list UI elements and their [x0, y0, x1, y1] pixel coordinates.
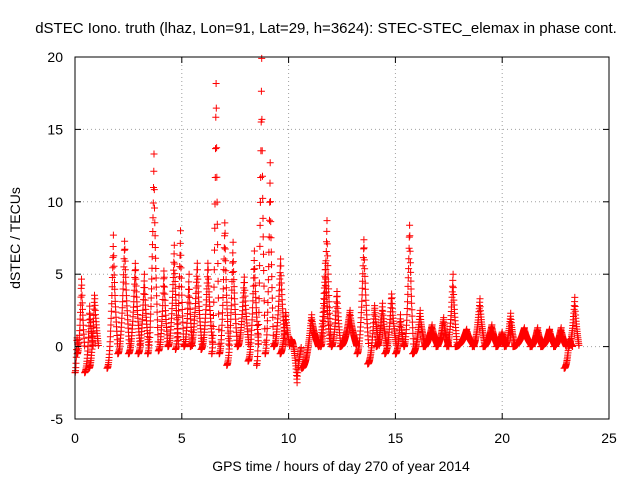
data-point-markers: [327, 288, 345, 351]
arc-11: [171, 227, 188, 353]
y-tick-label: 5: [55, 266, 63, 282]
y-tick-label: 0: [55, 339, 63, 355]
data-point-markers: [71, 334, 82, 377]
data-point-markers: [500, 309, 519, 351]
data-point-markers: [317, 217, 335, 351]
data-point-markers: [564, 293, 583, 351]
x-tick-label: 0: [71, 430, 79, 446]
x-axis-label: GPS time / hours of day 270 of year 2014: [212, 458, 470, 474]
arc-3: [85, 291, 102, 372]
arc-18: [233, 273, 253, 351]
data-point-markers: [208, 80, 223, 358]
arc-27: [317, 217, 335, 351]
data-points: [71, 54, 583, 387]
data-point-markers: [261, 159, 278, 358]
arc-33: [381, 290, 400, 358]
axis-ticks: 0 5 10 15 20 25 -5 0 5 10 15 20: [47, 49, 617, 446]
data-point-markers: [85, 291, 102, 372]
data-point-markers: [103, 231, 121, 372]
arc-48: [550, 324, 570, 351]
data-point-markers: [233, 273, 253, 351]
data-point-markers: [550, 324, 570, 351]
arc-36: [409, 306, 429, 358]
x-tick-label: 5: [178, 430, 186, 446]
arc-23: [276, 309, 293, 358]
arc-25: [297, 311, 322, 372]
arc-44: [500, 309, 519, 351]
data-point-markers: [336, 306, 361, 351]
x-tick-label: 20: [494, 430, 510, 446]
arc-1: [73, 275, 89, 358]
arc-4: [103, 231, 121, 372]
data-point-markers: [297, 311, 322, 372]
data-point-markers: [124, 259, 144, 358]
arc-0: [71, 334, 82, 377]
plot-frame: [74, 56, 610, 420]
data-point-markers: [409, 306, 429, 358]
arc-24: [287, 335, 305, 387]
arc-41: [468, 295, 489, 351]
data-point-markers: [134, 270, 152, 358]
data-point-markers: [171, 227, 188, 353]
arc-13: [186, 259, 206, 351]
arc-28: [327, 288, 345, 351]
data-point-markers: [197, 259, 217, 353]
data-point-markers: [223, 238, 241, 369]
arc-35: [400, 221, 417, 351]
data-point-markers: [154, 267, 172, 355]
arc-9: [154, 267, 172, 355]
arc-6: [124, 259, 144, 358]
y-tick-label: 20: [47, 49, 63, 65]
grid: [75, 57, 609, 419]
y-tick-label: 10: [47, 194, 63, 210]
arc-14: [197, 259, 217, 353]
arc-15: [208, 80, 223, 358]
arc-17: [223, 238, 241, 369]
data-point-markers: [468, 295, 489, 351]
data-point-markers: [353, 236, 372, 358]
data-point-markers: [215, 219, 233, 358]
data-point-markers: [186, 259, 206, 351]
data-point-markers: [253, 54, 269, 369]
arc-39: [443, 270, 461, 351]
data-point-markers: [443, 270, 461, 351]
arc-19: [244, 247, 262, 365]
x-tick-label: 15: [388, 430, 404, 446]
arc-7: [134, 270, 152, 358]
data-point-markers: [73, 275, 89, 358]
x-tick-label: 25: [601, 430, 617, 446]
y-tick-label: 15: [47, 121, 63, 137]
arc-30: [353, 236, 372, 358]
arc-16: [215, 219, 233, 358]
data-point-markers: [144, 150, 162, 358]
data-point-markers: [372, 299, 391, 351]
arc-32: [372, 299, 391, 351]
arc-20: [253, 54, 269, 369]
arc-21: [261, 159, 278, 358]
data-point-markers: [276, 309, 293, 358]
data-point-markers: [400, 221, 417, 351]
data-point-markers: [114, 237, 133, 358]
x-tick-label: 10: [281, 430, 297, 446]
arc-50: [564, 293, 583, 351]
arc-5: [114, 237, 133, 358]
chart-title: dSTEC Iono. truth (lhaz, Lon=91, Lat=29,…: [35, 20, 617, 37]
data-point-markers: [287, 335, 305, 387]
data-point-markers: [381, 290, 400, 358]
arc-29: [336, 306, 361, 351]
data-point-markers: [244, 247, 262, 365]
y-axis-label: dSTEC / TECUs: [7, 187, 23, 289]
arc-8: [144, 150, 162, 358]
y-tick-label: -5: [51, 411, 64, 427]
